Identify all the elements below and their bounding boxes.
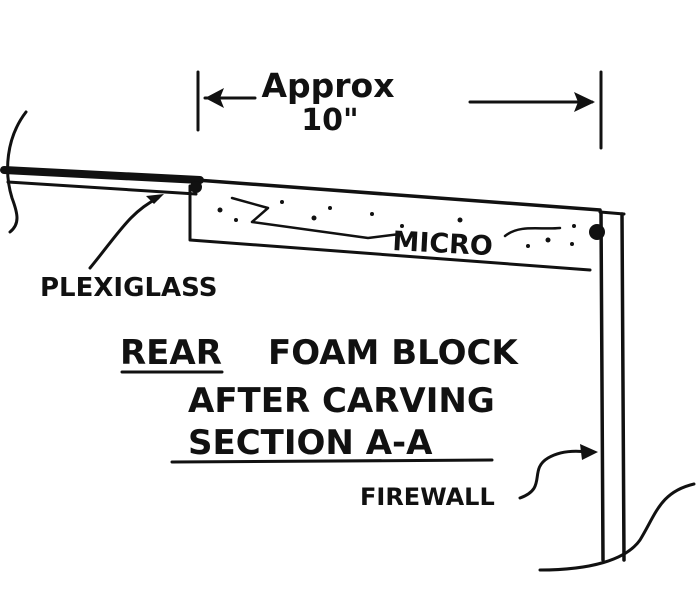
foam-block-top-edge: [194, 178, 602, 212]
firewall-leader-line: [518, 449, 590, 500]
caption-line2: AFTER CARVING: [188, 381, 495, 421]
foam-block-outline: [188, 184, 592, 272]
plexiglass-leader-line: [88, 196, 160, 270]
firewall-left-edge: [599, 210, 605, 562]
firewall: [598, 210, 626, 562]
caption-rear-word: REAR: [120, 333, 222, 373]
firewall-label: FIREWALL: [360, 483, 495, 511]
firewall-right-edge: [620, 212, 626, 562]
plexiglass-bottom-edge: [6, 180, 198, 196]
micro-label: MICRO: [392, 226, 494, 262]
left-break-line: [6, 110, 28, 234]
firewall-top-edge: [598, 210, 626, 216]
caption-line3: SECTION A-A: [188, 423, 433, 463]
caption-underline: [170, 458, 494, 464]
bottom-break-line: [538, 482, 696, 572]
plexiglass-top-edge: [0, 166, 204, 184]
plexiglass-label: PLEXIGLASS: [40, 273, 217, 303]
micro-fillet-left: [190, 181, 202, 193]
micro-fill-stroke: [230, 196, 402, 240]
dimension-indicator: [196, 70, 603, 150]
micro-speckles: [217, 200, 576, 248]
dimension-left-arrowhead: [205, 88, 224, 108]
dimension-right-arrowhead: [574, 92, 595, 112]
micro-fill-stroke-right: [503, 226, 562, 238]
plexiglass-leader-arrowhead: [146, 194, 164, 204]
firewall-leader-arrowhead: [580, 444, 598, 460]
plexiglass-canopy: [0, 166, 204, 196]
dimension-label-approx: Approx: [261, 66, 394, 105]
caption-line1-rest: FOAM BLOCK: [268, 333, 519, 373]
dimension-label-value: 10": [301, 103, 358, 138]
